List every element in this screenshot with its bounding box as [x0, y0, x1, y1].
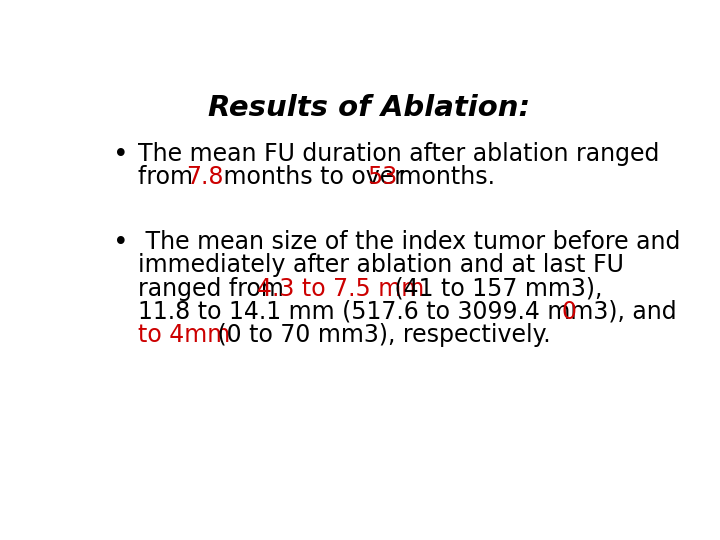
- Text: Results of Ablation:: Results of Ablation:: [208, 94, 530, 122]
- Text: to 4mm: to 4mm: [138, 323, 230, 347]
- Text: •: •: [113, 142, 129, 168]
- Text: 7.8: 7.8: [186, 165, 224, 189]
- Text: months to over: months to over: [215, 165, 411, 189]
- Text: months.: months.: [390, 165, 495, 189]
- Text: 11.8 to 14.1 mm (517.6 to 3099.4 mm3), and: 11.8 to 14.1 mm (517.6 to 3099.4 mm3), a…: [138, 300, 684, 323]
- Text: •: •: [113, 231, 129, 256]
- Text: The mean FU duration after ablation ranged: The mean FU duration after ablation rang…: [138, 142, 660, 166]
- Text: from: from: [138, 165, 201, 189]
- Text: 0: 0: [562, 300, 576, 323]
- Text: ranged from: ranged from: [138, 276, 292, 301]
- Text: The mean size of the index tumor before and: The mean size of the index tumor before …: [138, 231, 680, 254]
- Text: 4.3 to 7.5 mm: 4.3 to 7.5 mm: [257, 276, 424, 301]
- Text: 53: 53: [367, 165, 397, 189]
- Text: (0 to 70 mm3), respectively.: (0 to 70 mm3), respectively.: [210, 323, 550, 347]
- Text: (41 to 157 mm3),: (41 to 157 mm3),: [387, 276, 602, 301]
- Text: immediately after ablation and at last FU: immediately after ablation and at last F…: [138, 253, 624, 278]
